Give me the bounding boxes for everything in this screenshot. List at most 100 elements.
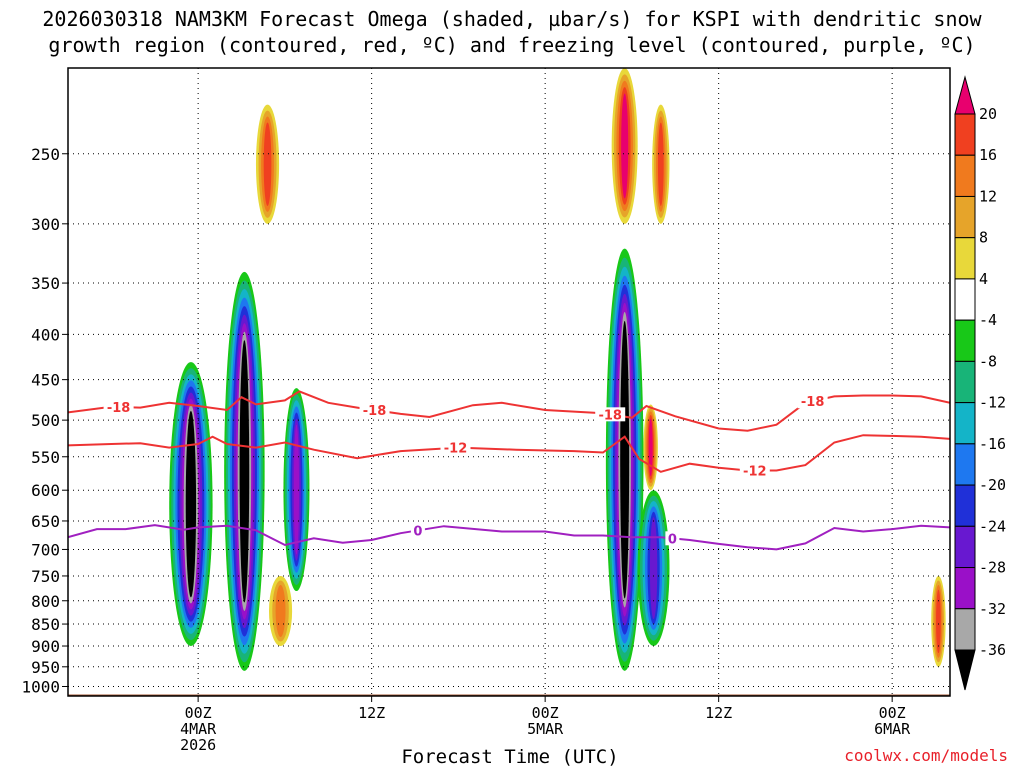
y-tick-label: 250 (31, 145, 60, 164)
chart-title-line-1: 2026030318 NAM3KM Forecast Omega (shaded… (42, 7, 982, 31)
colorbar-tick-label: -24 (979, 517, 1006, 535)
omega-contour-fill (293, 424, 300, 555)
colorbar-tick-label: -28 (979, 559, 1006, 577)
colorbar-bin (954, 443, 976, 486)
contour-label-bg (359, 403, 390, 418)
colorbar-bin (954, 360, 976, 404)
contour-label-bg (440, 440, 471, 455)
plot-area (68, 68, 950, 696)
y-tick-label: 800 (31, 592, 60, 611)
x-tick-label: 00Z (532, 704, 559, 722)
omega-feature-9 (268, 575, 293, 647)
colorbar-bin (954, 195, 976, 239)
colorbar-tick-label: -36 (979, 641, 1006, 659)
colorbar-tick-label: 16 (979, 146, 997, 164)
colorbar-bin (954, 525, 976, 569)
contour-label--18: -18 (107, 401, 131, 416)
contour-label-0: 0 (668, 532, 677, 547)
omega-feature-7 (652, 104, 670, 224)
omega-contour-fill (187, 416, 194, 592)
omega-contour-fill (275, 584, 286, 638)
omega-feature-3 (605, 248, 644, 671)
plot-frame (67, 67, 951, 697)
y-tick-label: 900 (31, 637, 60, 656)
contour-line-0 (68, 524, 950, 551)
colorbar-tick-label: 20 (979, 105, 997, 123)
contour-label--18: -18 (598, 408, 622, 423)
contour-label--18: -18 (801, 395, 825, 410)
colorbar-tick-label: 12 (979, 187, 997, 205)
x-tick-label: 6MAR (874, 720, 911, 738)
omega-feature-8 (255, 104, 280, 224)
colorbar-bin (954, 113, 976, 156)
y-tick-label: 850 (31, 615, 60, 634)
colorbar-tick-label: 8 (979, 229, 988, 247)
x-tick-label: 5MAR (527, 720, 564, 738)
colorbar-tick-label: -8 (979, 352, 997, 370)
omega-feature-1 (224, 271, 265, 671)
omega-contour-fill (936, 589, 941, 654)
y-tick-label: 750 (31, 567, 60, 586)
contour-label-bg (739, 463, 770, 478)
colorbar-tick-label: -20 (979, 476, 1006, 494)
x-tick-label: 2026 (180, 736, 216, 754)
y-tick-label: 650 (31, 512, 60, 531)
contour-label-bg (595, 407, 626, 422)
colorbar-bin (954, 319, 976, 362)
omega-contour-fill (241, 348, 248, 594)
omega-feature-10 (931, 575, 946, 667)
x-tick-label: 12Z (705, 704, 732, 722)
plot-background (68, 68, 950, 696)
y-tick-label: 600 (31, 481, 60, 500)
omega-shading (169, 68, 946, 671)
colorbar-tick-label: -4 (979, 311, 997, 329)
colorbar-tick-label: -32 (979, 600, 1006, 618)
temperature-contours: -18 -18 -18 -18 -12 -12 0 0 (68, 390, 950, 551)
y-tick-label: 700 (31, 540, 60, 559)
omega-feature-6 (643, 404, 658, 491)
gridlines (68, 68, 950, 696)
colorbar-bin (954, 154, 976, 197)
colorbar-bin (954, 484, 976, 527)
colorbar-top-triangle (954, 75, 976, 115)
colorbar-tick-label: -16 (979, 435, 1006, 453)
x-tick-label: 12Z (358, 704, 385, 722)
omega-contour-fill (657, 122, 664, 206)
x-axis-label: Forecast Time (UTC) (401, 746, 619, 768)
y-tick-label: 1000 (21, 678, 60, 697)
contour-label--18: -18 (363, 404, 387, 419)
omega-feature-4 (637, 490, 670, 647)
colorbar-tick-label: -12 (979, 394, 1006, 412)
omega-contour-fill (649, 517, 658, 620)
colorbar-tick-label: 4 (979, 270, 988, 288)
colorbar-bin (954, 402, 976, 445)
omega-contour-fill (648, 418, 653, 477)
y-tick-label: 350 (31, 274, 60, 293)
colorbar-bin (954, 567, 976, 610)
y-tick-label: 550 (31, 448, 60, 467)
x-tick-label: 4MAR (180, 720, 217, 738)
y-tick-label: 300 (31, 215, 60, 234)
y-tick-label: 500 (31, 411, 60, 430)
omega-contour-fill (621, 93, 629, 199)
colorbar-bin (954, 237, 976, 280)
chart-title-line-2: growth region (contoured, red, ºC) and f… (48, 33, 976, 57)
contour-label--12: -12 (444, 442, 468, 457)
y-tick-label: 950 (31, 658, 60, 677)
colorbar: 20 16 12 8 4 -4 -8 -12 -16 -20 -24 -28 -32 -36 (954, 75, 1006, 691)
omega-feature-2 (283, 388, 310, 592)
x-tick-label: 00Z (185, 704, 212, 722)
contour-label-bg (797, 394, 828, 409)
y-tick-label: 450 (31, 371, 60, 390)
omega-contour-fill (263, 122, 272, 206)
y-axis: 250 300 350 400 450 500 550 600 650 700 750 800 850 9… (21, 145, 68, 697)
omega-feature-5 (611, 68, 638, 224)
colorbar-bin (954, 608, 976, 651)
plot-border (67, 67, 951, 697)
contour-label--12: -12 (743, 464, 767, 479)
y-tick-label: 400 (31, 325, 60, 344)
colorbar-bin (954, 278, 976, 321)
contour-label-bg (410, 523, 425, 538)
x-tick-label: 00Z (879, 704, 906, 722)
